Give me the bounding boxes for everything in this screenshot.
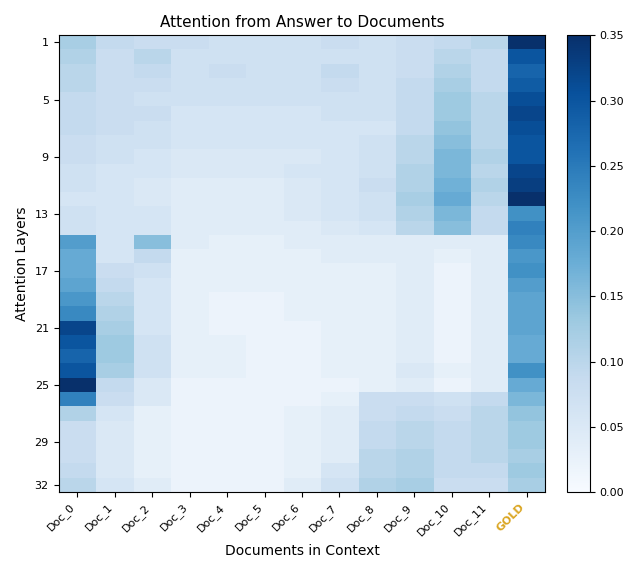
Title: Attention from Answer to Documents: Attention from Answer to Documents <box>160 15 444 30</box>
X-axis label: Documents in Context: Documents in Context <box>225 544 380 558</box>
Y-axis label: Attention Layers: Attention Layers <box>15 206 29 321</box>
